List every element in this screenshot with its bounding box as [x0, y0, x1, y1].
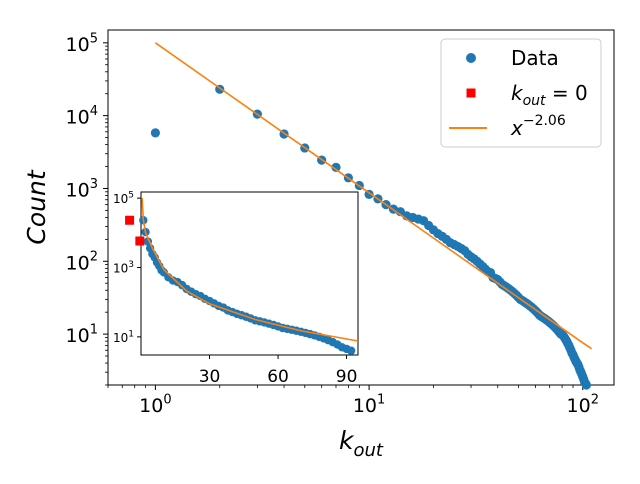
- inset-y-tick-label-1: 103: [113, 260, 134, 275]
- x-tick-label-2-exp: 2: [591, 392, 599, 407]
- x-axis-label: kout: [339, 426, 384, 461]
- x-tick-label-1-exp: 1: [377, 392, 385, 407]
- inset-x-tick-label-2: 90: [336, 367, 358, 387]
- inset-y-tick-label-2: 105: [113, 191, 134, 206]
- x-tick-label-2: 102: [567, 392, 599, 417]
- inset-kout0-point-0: [125, 215, 135, 225]
- y-tick-label-2-base: 10: [66, 179, 90, 201]
- inset-data-point-50: [346, 346, 356, 355]
- inset-kout0-point-1: [135, 236, 145, 246]
- inset-y-tick-label-0-exp: 1: [128, 329, 134, 339]
- main-frame: [107, 29, 615, 386]
- y-tick-label-3-base: 10: [66, 107, 90, 129]
- main-data-point-103: [581, 380, 592, 390]
- inset-y-tick-label-0: 101: [113, 329, 134, 344]
- y-tick-label-1-base: 10: [66, 252, 90, 274]
- axis-labels: kout Count: [22, 169, 384, 461]
- x-tick-label-0-exp: 0: [163, 392, 171, 407]
- inset-y-tick-label-0-base: 10: [113, 331, 128, 345]
- y-tick-label-0: 101: [66, 323, 98, 348]
- y-tick-label-1: 102: [66, 250, 98, 275]
- legend-label-rest: = 0: [546, 81, 588, 105]
- x-tick-label-2-base: 10: [567, 395, 591, 417]
- y-tick-label-4-exp: 5: [90, 31, 98, 46]
- legend-label-1: kout = 0: [511, 81, 588, 109]
- legend-box: [440, 38, 602, 148]
- legend-label-base: x: [510, 116, 523, 140]
- y-tick-label-3-exp: 4: [90, 104, 98, 119]
- legend-label-sup: −2.06: [523, 113, 566, 129]
- y-tick-label-2-exp: 3: [90, 177, 98, 192]
- inset-y-tick-label-1-base: 10: [113, 261, 128, 275]
- y-tick-label-0-base: 10: [66, 325, 90, 347]
- inset-x-tick-label-0: 30: [199, 367, 221, 387]
- y-tick-label-4: 105: [66, 31, 98, 56]
- main-data-point-6: [331, 162, 341, 172]
- x-tick-label-1-base: 10: [353, 395, 377, 417]
- x-axis-label-base: k: [339, 426, 355, 455]
- legend-marker-kout0: [466, 88, 476, 98]
- inset-y-tick-label-1-exp: 3: [128, 260, 134, 270]
- y-axis-label: Count: [22, 169, 51, 244]
- legend-marker-data: [466, 53, 476, 63]
- legend-label-0: Data: [511, 46, 559, 70]
- y-tick-label-4-base: 10: [66, 34, 90, 56]
- x-tick-label-0: 100: [139, 392, 171, 417]
- inset-x-tick-label-1: 60: [267, 367, 289, 387]
- main-data-point-0: [150, 128, 161, 138]
- inset-fit-line: [141, 198, 359, 342]
- legend-label-base: k: [511, 81, 524, 105]
- x-axis-label-sub: out: [354, 440, 384, 461]
- legend: Data kout = 0 x−2.06: [440, 38, 602, 148]
- x-tick-label-0-base: 10: [139, 395, 163, 417]
- legend-label-2: x−2.06: [510, 113, 566, 140]
- inset-frame: [140, 191, 359, 356]
- y-tick-label-2: 103: [66, 177, 98, 202]
- legend-label-sub: out: [523, 93, 546, 109]
- y-tick-label-1-exp: 2: [90, 250, 98, 265]
- x-tick-label-1: 101: [353, 392, 385, 417]
- inset-y-tick-label-2-exp: 5: [128, 191, 134, 201]
- main-fit-line: [154, 42, 593, 350]
- inset-y-tick-label-2-base: 10: [113, 192, 128, 206]
- y-tick-label-3: 104: [66, 104, 98, 129]
- y-tick-label-0-exp: 1: [90, 323, 98, 338]
